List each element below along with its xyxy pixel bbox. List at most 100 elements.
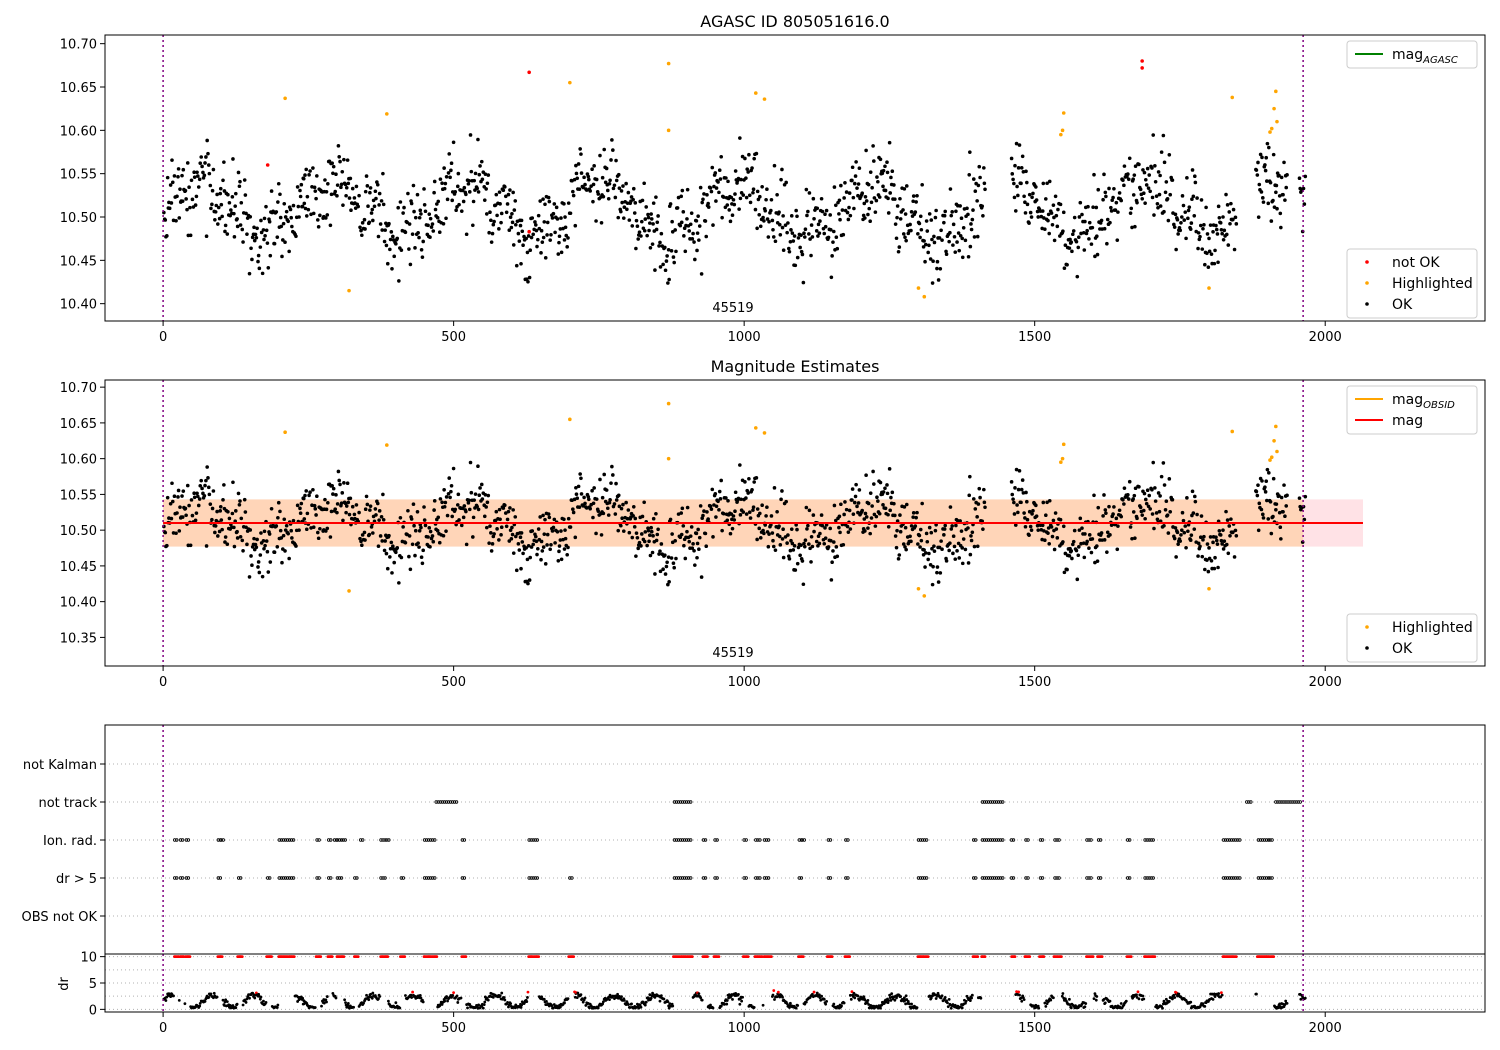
ok-point <box>480 177 485 182</box>
ok-point <box>539 228 544 233</box>
ok-point <box>668 517 673 522</box>
dr-point <box>301 996 305 1000</box>
ok-point <box>304 167 309 172</box>
ok-point <box>1084 231 1089 236</box>
dr-point <box>740 999 744 1003</box>
ok-point <box>619 523 623 528</box>
ok-point <box>983 187 987 192</box>
dr-point <box>198 1004 202 1008</box>
ok-point <box>1161 461 1166 465</box>
ok-point <box>911 515 915 519</box>
ok-point <box>1155 517 1160 522</box>
ok-point <box>873 524 878 528</box>
flag-point <box>175 838 179 842</box>
ok-point <box>755 226 759 231</box>
ok-point <box>1221 547 1226 551</box>
ok-point <box>1129 206 1134 211</box>
ok-point <box>334 493 338 497</box>
ok-point <box>1047 231 1052 236</box>
highlighted-point <box>1269 126 1274 131</box>
ok-point <box>558 538 563 542</box>
ok-point <box>752 156 756 161</box>
ok-point <box>542 532 547 536</box>
ok-point <box>308 169 312 173</box>
ok-point <box>490 542 495 546</box>
ok-point <box>592 486 596 490</box>
ok-point <box>283 549 287 553</box>
ok-point <box>1010 492 1015 497</box>
dr-point <box>853 996 857 1000</box>
ok-point <box>413 246 417 250</box>
ok-point <box>168 183 173 187</box>
flag-point <box>996 838 1001 842</box>
ok-point <box>635 224 640 229</box>
ok-point <box>968 552 973 557</box>
ok-point <box>1225 203 1230 207</box>
ok-point <box>691 231 695 236</box>
y-tick-label: 10.65 <box>60 81 97 96</box>
ok-point <box>1101 514 1105 518</box>
ok-point <box>657 244 661 248</box>
ok-point <box>633 201 638 205</box>
flag-point <box>984 838 989 842</box>
ok-point <box>387 221 391 226</box>
ok-point <box>433 207 438 212</box>
ok-point <box>789 527 794 531</box>
ok-point <box>1133 224 1137 229</box>
dr-axis-label: dr <box>57 977 72 991</box>
ok-point <box>1260 479 1264 483</box>
ok-point <box>267 532 272 536</box>
ok-point <box>751 187 756 191</box>
ok-point <box>507 228 512 233</box>
ok-point <box>708 186 713 190</box>
dr-point <box>1303 996 1307 1000</box>
ok-point <box>590 488 594 493</box>
ok-point <box>300 204 305 209</box>
ok-point <box>188 205 192 210</box>
flag-point <box>440 800 445 804</box>
ok-point <box>566 545 570 550</box>
ok-point <box>1275 206 1279 211</box>
highlighted-point <box>666 128 671 133</box>
flag-point <box>1145 876 1149 880</box>
ok-point <box>717 489 722 494</box>
flag-point <box>1053 876 1057 880</box>
ok-point <box>642 228 647 233</box>
dr-point <box>344 1001 347 1005</box>
ok-point <box>654 195 658 199</box>
dr-point <box>1043 1001 1047 1005</box>
ok-point <box>550 216 555 220</box>
dr-point <box>1083 1005 1087 1009</box>
ok-point <box>494 192 499 197</box>
ok-point <box>243 510 248 514</box>
ok-point <box>1188 227 1193 231</box>
ok-point <box>299 182 304 187</box>
ok-point <box>794 208 798 213</box>
ok-point <box>948 230 952 235</box>
flag-point <box>703 838 708 842</box>
ok-point <box>520 229 525 234</box>
ok-point <box>1199 514 1204 518</box>
ok-point <box>1167 477 1172 481</box>
ok-point <box>1285 493 1289 498</box>
flag-point <box>1264 876 1269 880</box>
ok-point <box>721 195 726 199</box>
ok-point <box>324 189 329 194</box>
ok-point <box>495 213 499 218</box>
ok-point <box>486 493 491 498</box>
ok-point <box>360 543 364 547</box>
ok-point <box>877 195 882 199</box>
ok-point <box>1063 243 1068 248</box>
x-tick-label: 500 <box>441 1021 466 1036</box>
ok-point <box>213 210 218 214</box>
ok-point <box>388 546 393 551</box>
ok-point <box>221 178 225 183</box>
ok-point <box>1285 173 1289 177</box>
flag-point <box>327 838 331 842</box>
ok-point <box>1150 512 1155 516</box>
ok-point <box>1017 469 1022 473</box>
dr-point <box>258 997 262 1001</box>
ok-point <box>499 211 504 216</box>
ok-point <box>375 182 380 187</box>
